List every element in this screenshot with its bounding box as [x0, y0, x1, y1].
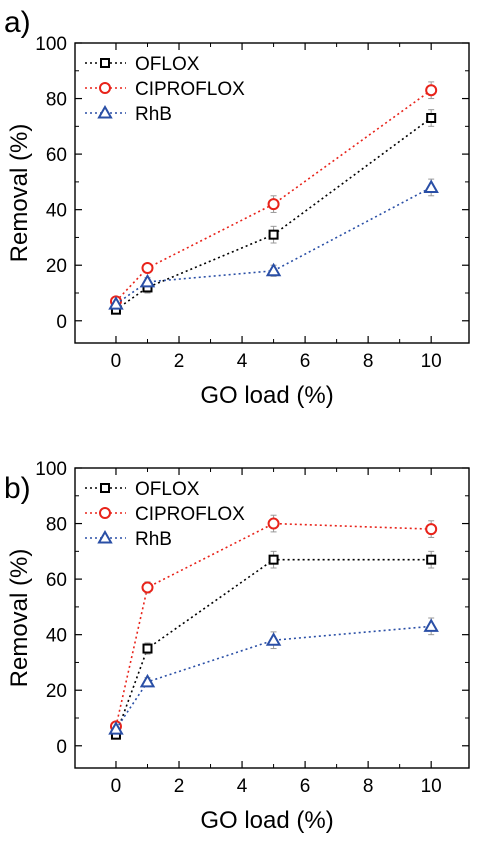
x-tick-label: 0: [111, 351, 122, 372]
data-point-oflox: [426, 554, 437, 565]
x-axis-title: GO load (%): [200, 807, 333, 834]
legend-marker-ciproflox: [99, 82, 111, 94]
legend-label-ciproflox: CIPROFLOX: [135, 504, 245, 525]
x-tick-label: 6: [300, 776, 311, 797]
chart-a: 0 20 40 60 80 100 0 2 4 6 8 10 GO load (%) Removal (%…: [6, 34, 470, 409]
y-tick-label: 40: [46, 626, 67, 647]
series-line-ciproflox: [115, 522, 432, 727]
y-tick-label: 20: [46, 256, 67, 277]
legend-label-ciproflox: CIPROFLOX: [135, 79, 245, 100]
plot-frame: [74, 467, 470, 769]
data-point-oflox: [426, 113, 437, 123]
data-point-ciproflox: [141, 581, 154, 594]
x-tick-label: 4: [237, 776, 248, 797]
y-tick-label: 80: [46, 515, 67, 536]
legend-marker-oflox: [100, 58, 110, 68]
legend-marker-ciproflox: [99, 507, 111, 519]
data-point-ciproflox: [425, 84, 438, 97]
x-tick-label: 8: [363, 351, 374, 372]
series-line-oflox: [115, 558, 432, 735]
legend-marker-rhb: [97, 104, 113, 119]
chart-b: 0 20 40 60 80 100 0 2 4 6 8 10 GO load (%) Removal (%…: [6, 459, 470, 834]
data-point-ciproflox: [141, 262, 154, 274]
data-point-rhb: [265, 632, 282, 646]
x-tick-label: 4: [237, 351, 248, 372]
legend-marker-oflox: [100, 483, 110, 493]
data-point-rhb: [108, 721, 124, 735]
x-tick-label: 6: [300, 351, 311, 372]
panel-label-b: b): [4, 472, 31, 505]
data-point-oflox: [268, 554, 279, 565]
data-point-rhb: [139, 273, 156, 288]
y-tick-label: 0: [56, 737, 67, 758]
data-point-rhb: [265, 262, 282, 277]
y-tick-label: 100: [35, 459, 67, 480]
legend-label-oflox: OFLOX: [135, 54, 200, 75]
x-axis-title: GO load (%): [200, 382, 333, 409]
y-tick-label: 100: [35, 34, 67, 55]
y-axis-title: Removal (%): [6, 549, 33, 688]
x-tick-label: 10: [421, 351, 442, 372]
legend-label-rhb: RhB: [135, 529, 172, 550]
legend-marker-rhb: [97, 529, 113, 544]
legend-label-oflox: OFLOX: [135, 479, 200, 500]
y-tick-label: 60: [46, 570, 67, 591]
legend-label-rhb: RhB: [135, 104, 172, 125]
y-tick-label: 20: [46, 681, 67, 702]
series-line-rhb: [115, 186, 432, 305]
data-point-oflox: [268, 229, 279, 240]
series-line-oflox: [115, 117, 432, 311]
x-tick-label: 8: [363, 776, 374, 797]
y-tick-label: 40: [46, 201, 67, 222]
x-tick-label: 10: [421, 776, 442, 797]
data-point-rhb: [423, 179, 439, 193]
x-tick-label: 0: [111, 776, 122, 797]
x-tick-label: 2: [174, 351, 185, 372]
data-point-rhb: [139, 673, 156, 688]
y-tick-label: 60: [46, 145, 67, 166]
plot-frame: [74, 42, 470, 344]
data-point-rhb: [108, 296, 124, 310]
data-point-oflox: [142, 643, 153, 654]
panel-label-a: a): [4, 6, 31, 39]
data-point-ciproflox: [425, 523, 438, 536]
y-tick-label: 80: [46, 90, 67, 111]
y-tick-label: 0: [56, 312, 67, 333]
data-point-ciproflox: [267, 517, 280, 530]
data-point-rhb: [423, 618, 439, 632]
data-point-ciproflox: [267, 198, 280, 211]
series-line-ciproflox: [115, 89, 432, 302]
y-axis-title: Removal (%): [6, 124, 33, 263]
x-tick-label: 2: [174, 776, 185, 797]
